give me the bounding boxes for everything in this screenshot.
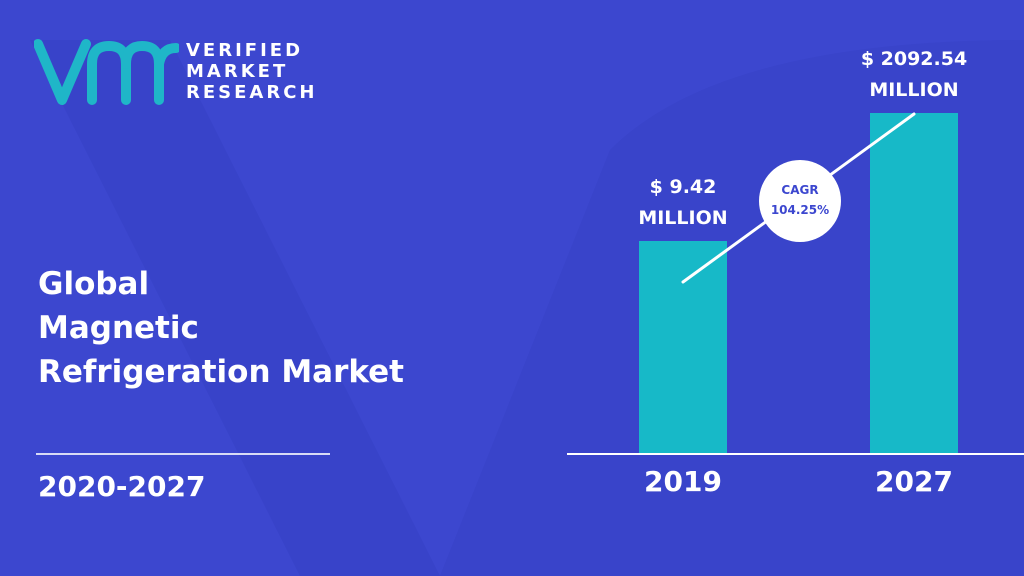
- bars-layer: [639, 113, 958, 453]
- bar-2027: [870, 113, 958, 453]
- x-tick-label-2019: 2019: [644, 465, 722, 498]
- brand-logo: VERIFIED MARKET RESEARCH: [34, 38, 324, 108]
- data-label-2027-line-1: $ 2092.54: [861, 48, 967, 70]
- brand-name-line-2: MARKET: [186, 61, 289, 82]
- forecast-period: 2020-2027: [38, 470, 206, 503]
- brand-name-line-1: VERIFIED: [186, 40, 304, 61]
- title-line-1: Global: [38, 266, 150, 302]
- data-label-2019-line-1: $ 9.42: [650, 176, 717, 198]
- bar-2019: [639, 241, 727, 453]
- brand-name-line-3: RESEARCH: [186, 82, 318, 103]
- x-tick-label-2027: 2027: [875, 465, 953, 498]
- vmr-logo-icon: [34, 39, 179, 105]
- data-label-2019-line-2: MILLION: [638, 207, 727, 229]
- title-line-2: Magnetic: [38, 310, 199, 346]
- page-title: Global Magnetic Refrigeration Market: [38, 262, 478, 394]
- cagr-label: CAGR: [781, 183, 818, 197]
- brand-name: VERIFIED MARKET RESEARCH: [186, 40, 317, 103]
- title-divider: [36, 453, 330, 455]
- labels-layer: $ 9.42 MILLION 2019 $ 2092.54 MILLION 2027: [638, 48, 967, 498]
- title-line-3: Refrigeration Market: [38, 354, 405, 390]
- cagr-badge: [759, 160, 841, 242]
- cagr-value: 104.25%: [771, 203, 829, 217]
- data-label-2027-line-2: MILLION: [869, 79, 958, 101]
